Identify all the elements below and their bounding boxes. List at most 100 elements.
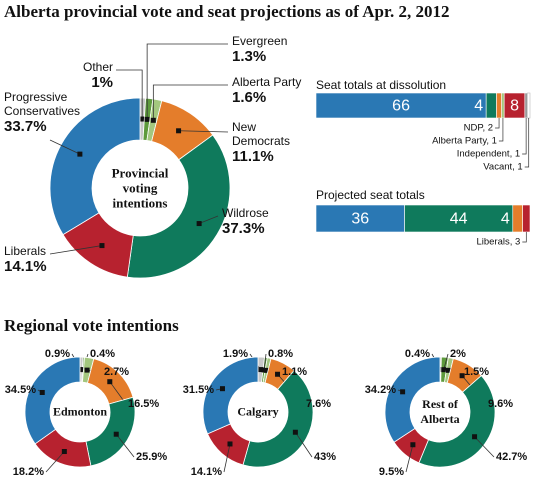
bar-segment bbox=[404, 204, 514, 233]
segment-value: 44 bbox=[450, 211, 468, 228]
slice-value: 9.5% bbox=[378, 466, 404, 478]
leader-marker bbox=[445, 367, 451, 373]
bar-segment bbox=[527, 92, 531, 119]
leader-marker bbox=[227, 441, 233, 447]
donut-slice bbox=[126, 134, 231, 279]
segment-value: 4 bbox=[501, 211, 510, 228]
donut-slice bbox=[384, 356, 441, 443]
leader-marker bbox=[196, 221, 202, 227]
slice-name: Progressive Conservatives bbox=[4, 90, 81, 118]
leader-line bbox=[295, 432, 313, 458]
slice-value: 2% bbox=[450, 348, 466, 360]
slice-value: 0.4% bbox=[90, 348, 116, 360]
slice-label: Progressive Conservatives 33.7% bbox=[4, 90, 104, 136]
bar-segment bbox=[315, 204, 405, 233]
slice-name: Alberta Party bbox=[232, 75, 302, 89]
donut-slice bbox=[242, 369, 314, 468]
leader-line bbox=[45, 451, 65, 473]
leader-marker bbox=[219, 386, 225, 392]
slice-value: 14.1% bbox=[4, 258, 47, 275]
leader-line bbox=[116, 69, 143, 120]
slice-value: 1.9% bbox=[222, 348, 248, 360]
slice-name: Evergreen bbox=[232, 34, 288, 48]
donut-slice bbox=[202, 356, 259, 435]
callout-line bbox=[495, 118, 500, 129]
slice-label: Other 1% bbox=[83, 60, 113, 92]
section-title: Regional vote intentions bbox=[4, 316, 179, 335]
bar-segment bbox=[512, 204, 523, 233]
segment-value: 36 bbox=[351, 211, 369, 228]
callout-label: Liberals, 3 bbox=[476, 236, 521, 248]
leader-marker bbox=[107, 379, 113, 385]
bar-title: Projected seat totals bbox=[316, 188, 425, 202]
slice-value: 43% bbox=[314, 451, 337, 463]
slice-label: Wildrose 37.3% bbox=[222, 206, 269, 238]
callout-label: Vacant, 1 bbox=[483, 161, 523, 173]
leader-line bbox=[198, 215, 219, 224]
leader-marker bbox=[77, 151, 83, 157]
segment-value: 66 bbox=[392, 98, 410, 115]
leader-line bbox=[178, 130, 229, 133]
slice-name: New Democrats bbox=[232, 120, 291, 148]
leader-line bbox=[115, 433, 135, 458]
leader-marker bbox=[275, 371, 281, 377]
donut-center-label: Provincial voting intentions bbox=[111, 165, 169, 211]
leader-line bbox=[146, 43, 228, 120]
bar-segment bbox=[524, 92, 528, 119]
segment-value: 4 bbox=[474, 98, 483, 115]
leader-line bbox=[405, 444, 414, 473]
slice-value: 37.3% bbox=[222, 220, 265, 237]
slice-value: 1.6% bbox=[232, 89, 267, 106]
donut-slice bbox=[418, 375, 496, 468]
slice-value: 16.5% bbox=[128, 398, 160, 410]
callout-label: NDP, 2 bbox=[463, 122, 494, 134]
leader-line bbox=[223, 443, 231, 473]
page-title: Alberta provincial vote and seat project… bbox=[4, 2, 450, 21]
slice-value: 33.7% bbox=[4, 118, 47, 135]
slice-value: 0.8% bbox=[268, 348, 294, 360]
leader-line bbox=[263, 353, 267, 370]
leader-marker bbox=[176, 128, 182, 134]
slice-value: 1.5% bbox=[464, 366, 490, 378]
donut-center-label: Edmonton bbox=[53, 404, 108, 419]
leader-marker bbox=[139, 116, 145, 122]
bar-segment bbox=[315, 92, 487, 119]
leader-marker bbox=[410, 442, 416, 448]
leader-marker bbox=[99, 243, 105, 249]
leader-line bbox=[49, 139, 81, 155]
bar-segment bbox=[496, 92, 502, 119]
callout-label: Independent, 1 bbox=[456, 148, 521, 160]
leader-marker bbox=[472, 434, 478, 440]
callout-line bbox=[522, 232, 527, 243]
slice-value: 11.1% bbox=[232, 148, 274, 165]
slice-value: 9.6% bbox=[488, 398, 514, 410]
slice-value: 2.7% bbox=[104, 366, 130, 378]
leader-marker bbox=[150, 117, 156, 123]
slice-value: 25.9% bbox=[136, 451, 168, 463]
leader-line bbox=[474, 436, 495, 458]
leader-marker bbox=[258, 367, 264, 373]
slice-label: New Democrats 11.1% bbox=[232, 120, 312, 166]
leader-line bbox=[443, 353, 449, 370]
slice-value: 1% bbox=[91, 74, 113, 91]
slice-value: 18.2% bbox=[12, 466, 44, 478]
leader-marker bbox=[61, 449, 67, 455]
slice-value: 34.5% bbox=[4, 384, 36, 396]
slice-name: Other bbox=[82, 60, 113, 74]
leader-marker bbox=[264, 367, 270, 373]
donut-slice bbox=[24, 356, 81, 445]
slice-value: 14.1% bbox=[190, 466, 222, 478]
donut-center-label: Calgary bbox=[237, 404, 279, 419]
leader-marker bbox=[459, 373, 465, 379]
leader-marker bbox=[39, 389, 45, 395]
donut-center-label: Rest of Alberta bbox=[420, 397, 460, 426]
slice-value: 31.5% bbox=[182, 384, 214, 396]
slice-name: Wildrose bbox=[222, 206, 269, 220]
slice-value: 34.2% bbox=[364, 384, 396, 396]
slice-value: 7.6% bbox=[306, 398, 332, 410]
callout-line bbox=[524, 118, 530, 168]
callout-line bbox=[498, 118, 504, 142]
slice-name: Liberals bbox=[4, 244, 47, 258]
